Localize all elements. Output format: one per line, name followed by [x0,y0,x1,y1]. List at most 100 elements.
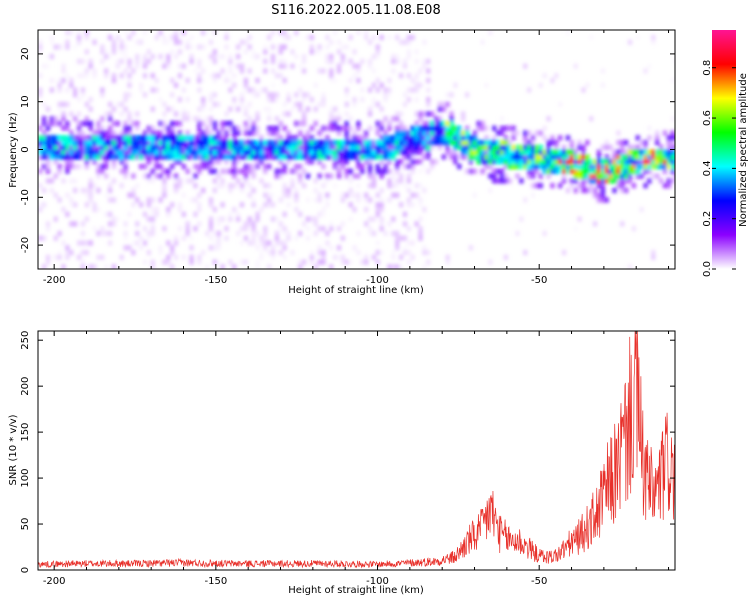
heatmap-cell [301,149,307,155]
heatmap-cell [391,144,396,151]
heatmap-cell [294,197,299,203]
heatmap-cell [658,149,664,155]
heatmap-cell [394,264,400,269]
heatmap-cell [290,249,295,256]
heatmap-cell [204,139,210,146]
heatmap-cell [142,58,148,65]
heatmap-cell [387,168,392,174]
heatmap-cell [344,168,350,174]
heatmap-cell [142,63,148,69]
heatmap-cell [185,39,190,45]
heatmap-cell [65,125,70,131]
heatmap-cell [84,216,90,222]
heatmap-cell [534,168,540,174]
heatmap-cell [325,154,330,160]
heatmap-cell [208,144,214,151]
heatmap-cell [309,96,315,103]
heatmap-cell [216,139,221,146]
heatmap-cell [457,125,462,131]
heatmap-cell [189,149,194,155]
heatmap-cell [80,58,86,65]
heatmap-cell [72,221,78,227]
heatmap-cell [600,182,606,189]
heatmap-cell [111,178,117,184]
heatmap-cell [294,206,299,213]
heatmap-cell [274,116,280,122]
heatmap-cell [84,187,90,194]
heatmap-cell [344,130,350,136]
heatmap-cell [216,53,221,60]
heatmap-cell [65,154,70,160]
heatmap-cell [247,144,253,151]
heatmap-cell [418,225,423,232]
heatmap-cell [301,139,307,146]
heatmap-cell [278,249,284,256]
heatmap-cell [243,259,249,265]
heatmap-cell [286,230,291,237]
heatmap-cell [294,139,299,146]
heatmap-cell [282,211,287,218]
heatmap-cell [429,111,435,117]
heatmap-cell [523,249,528,256]
heatmap-cell [220,264,225,269]
heatmap-cell [181,87,187,93]
heatmap-cell [197,87,202,93]
heatmap-cell [92,154,97,160]
heatmap-cell [592,221,598,227]
heatmap-cell [422,144,427,151]
heatmap-cell [488,149,493,155]
heatmap-cell [169,163,175,170]
heatmap-cell [247,68,253,74]
heatmap-cell [142,53,148,60]
heatmap-cell [406,39,412,45]
heatmap-cell [523,197,528,203]
heatmap-cell [200,187,206,194]
heatmap-cell [123,30,128,36]
heatmap-cell [255,92,260,98]
heatmap-cell [356,159,361,165]
heatmap-cell [426,130,431,136]
heatmap-cell [305,235,311,241]
heatmap-cell [80,264,86,269]
heatmap-cell [546,116,551,122]
heatmap-cell [402,63,408,69]
heatmap-cell [111,120,117,127]
heatmap-cell [371,254,377,261]
heatmap-cell [662,159,668,165]
heatmap-cell [550,139,555,146]
heatmap-cell [239,182,245,189]
heatmap-cell [57,135,62,141]
heatmap-cell [588,182,594,189]
heatmap-cell [631,168,637,174]
heatmap-cell [631,225,637,232]
heatmap-cell [340,197,346,203]
heatmap-cell [216,230,221,237]
heatmap-cell [651,149,656,155]
heatmap-cell [340,139,346,146]
heatmap-cell [72,92,78,98]
heatmap-cell [534,144,540,151]
heatmap-cell [123,106,128,112]
heatmap-cell [519,178,524,184]
heatmap-cell [61,149,66,155]
heatmap-cell [290,139,295,146]
heatmap-cell [317,149,322,155]
heatmap-cell [297,259,303,265]
heatmap-cell [290,106,295,112]
heatmap-cell [49,116,55,122]
heatmap-cell [371,53,377,60]
heatmap-cell [127,58,132,65]
colorbar-ticks: 0.00.20.40.60.8 [702,60,736,277]
heatmap-cell [123,53,128,60]
heatmap-cell [197,149,202,155]
heatmap-cell [282,30,287,36]
heatmap-cell [325,173,330,179]
heatmap-cell [263,235,268,241]
heatmap-cell [577,139,582,146]
heatmap-cell [453,135,458,141]
heatmap-cell [88,154,93,160]
heatmap-cell [581,178,586,184]
heatmap-cell [189,254,194,261]
heatmap-cell [550,163,555,170]
heatmap-cell [111,77,117,84]
